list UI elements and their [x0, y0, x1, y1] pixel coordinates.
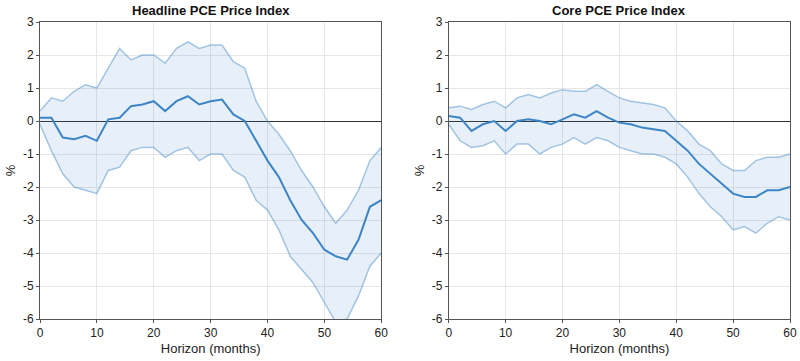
svg-text:-5: -5 [432, 279, 443, 293]
svg-text:Horizon (months): Horizon (months) [570, 341, 670, 356]
svg-text:-6: -6 [432, 312, 443, 326]
svg-text:2: 2 [27, 48, 34, 62]
svg-text:%: % [3, 164, 18, 176]
svg-text:Horizon (months): Horizon (months) [161, 341, 261, 356]
svg-text:0: 0 [436, 114, 443, 128]
svg-text:60: 60 [783, 326, 797, 340]
svg-text:-1: -1 [23, 147, 34, 161]
svg-text:-5: -5 [23, 279, 34, 293]
svg-text:-3: -3 [23, 213, 34, 227]
svg-text:-6: -6 [23, 312, 34, 326]
svg-text:3: 3 [436, 15, 443, 29]
svg-text:30: 30 [613, 326, 627, 340]
svg-text:-4: -4 [432, 246, 443, 260]
svg-text:-2: -2 [23, 180, 34, 194]
svg-text:0: 0 [27, 114, 34, 128]
svg-text:40: 40 [261, 326, 275, 340]
svg-text:1: 1 [436, 81, 443, 95]
svg-text:2: 2 [436, 48, 443, 62]
svg-text:60: 60 [375, 326, 389, 340]
svg-text:-2: -2 [432, 180, 443, 194]
svg-text:50: 50 [726, 326, 740, 340]
svg-text:0: 0 [445, 326, 452, 340]
svg-text:-4: -4 [23, 246, 34, 260]
svg-text:Core PCE Price Index: Core PCE Price Index [552, 3, 686, 18]
svg-text:20: 20 [556, 326, 570, 340]
svg-text:0: 0 [37, 326, 44, 340]
svg-text:40: 40 [670, 326, 684, 340]
svg-text:20: 20 [147, 326, 161, 340]
svg-text:%: % [412, 164, 427, 176]
svg-text:3: 3 [27, 15, 34, 29]
svg-text:50: 50 [318, 326, 332, 340]
svg-text:30: 30 [204, 326, 218, 340]
svg-text:1: 1 [27, 81, 34, 95]
svg-text:-3: -3 [432, 213, 443, 227]
svg-text:10: 10 [90, 326, 104, 340]
svg-text:Headline PCE Price Index: Headline PCE Price Index [132, 3, 290, 18]
svg-text:10: 10 [499, 326, 513, 340]
svg-text:-1: -1 [432, 147, 443, 161]
